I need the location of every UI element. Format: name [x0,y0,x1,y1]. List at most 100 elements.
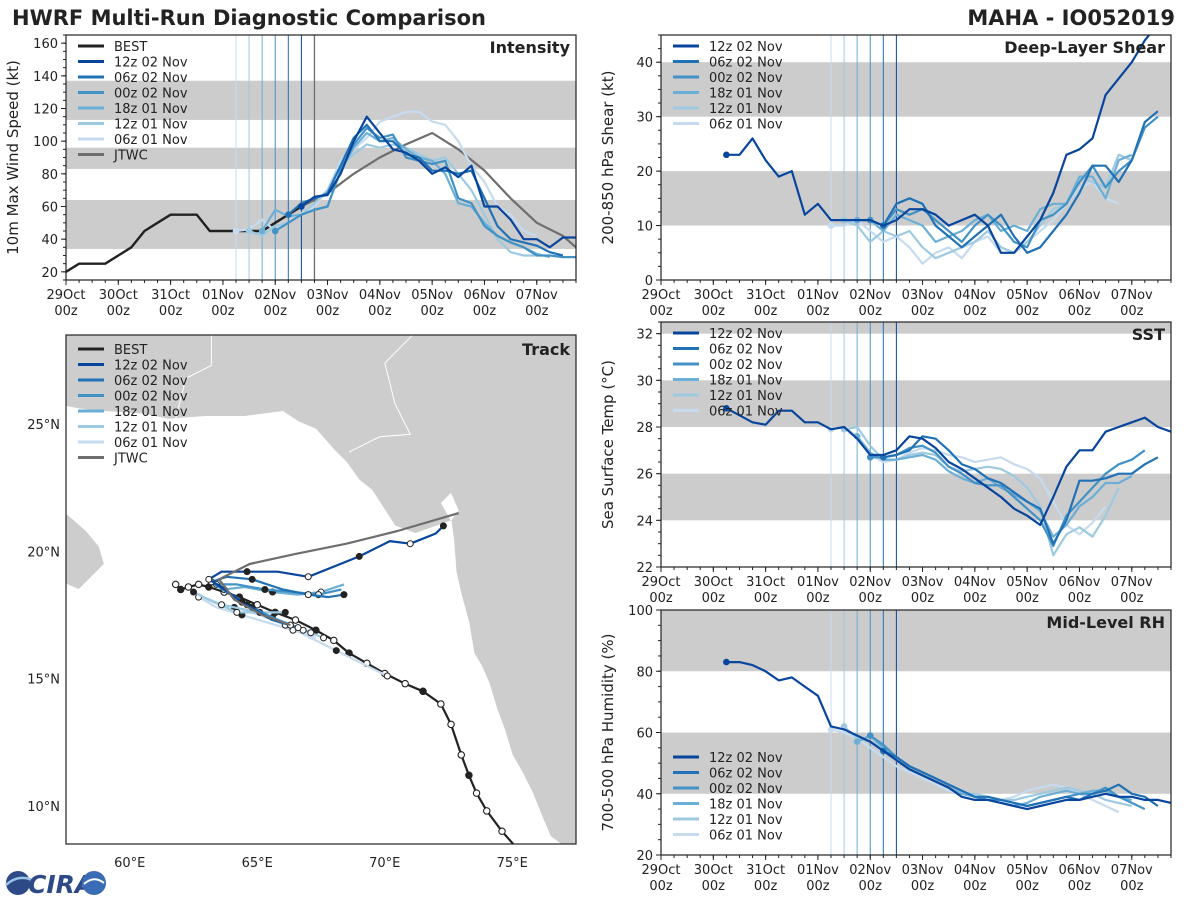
track-series-point [304,591,312,599]
rh-xtick-label: 07Nov 00z [1111,863,1153,894]
sst-xtick-label: 05Nov 00z [1006,575,1048,606]
shear-ytick-label: 0 [645,274,653,289]
intensity-legend-label: 12z 02 Nov [114,56,188,71]
intensity-series-group [66,110,576,273]
rh-xtick-label: 01Nov 00z [797,863,839,894]
shear-ytick-label: 20 [636,165,653,180]
track-legend-label: 00z 02 Nov [114,390,188,405]
sst-xtick-label: 29Oct 00z [641,575,680,606]
shear-series-group [723,35,1159,265]
cira-badge-icon [82,871,106,895]
intensity-ytick-label: 120 [33,103,58,118]
rh-ytick-label: 60 [636,727,653,742]
sst-series-start-point [723,405,730,412]
sst-legend-label: 18z 01 Nov [709,374,783,389]
intensity-ytick-label: 60 [41,201,58,216]
rh-panel: 20 40 60 80 100 29Oct 00z 30Oct 00z 31Oct 00z 01Nov… [599,604,1172,894]
track-best-point [419,687,427,696]
track-best-point [184,583,193,591]
intensity-panel: 20 40 60 80 100 120 140 160 29Oct 00z 30Oct 00z 31Oc… [4,34,577,319]
rh-series-line [882,749,1159,808]
rh-ytick-label: 80 [636,665,653,680]
intensity-xtick-label: 01Nov 00z [202,288,244,319]
intensity-legend-label: 18z 01 Nov [114,102,188,117]
intensity-xtick-label: 02Nov 00z [254,288,296,319]
shear-xtick-label: 07Nov 00z [1111,288,1153,319]
intensity-xtick-label: 29Oct 00z [46,288,85,319]
intensity-series-start-point [298,203,305,210]
sst-xtick-label: 03Nov 00z [902,575,944,606]
rh-series-start-point [866,732,874,739]
rh-xtick-label: 31Oct 00z [746,863,785,894]
sst-series-line [856,435,1133,538]
shear-legend-label: 06z 01 Nov [709,118,783,133]
intensity-series-start-point [245,227,253,235]
intensity-xtick-label: 04Nov 00z [359,288,401,319]
sst-ytick-label: 30 [636,374,653,389]
rh-legend-label: 06z 02 Nov [709,767,783,782]
shear-panel: 0 10 20 30 40 29Oct 00z 30Oct 00z 31Oct 00z 01Nov 00… [599,34,1172,319]
track-series-point [355,552,363,560]
intensity-series-start-point [271,227,279,235]
intensity-legend-label: 00z 02 Nov [114,87,188,102]
cira-badge-wave-icon [83,878,105,885]
track-series-point [383,672,391,680]
sst-axes-frame [660,321,1172,568]
shear-series-start-point [723,151,730,159]
track-series-point [340,591,348,599]
intensity-ytick-label: 160 [33,37,58,52]
intensity-xtick-label: 31Oct 00z [151,288,190,319]
intensity-series-line [287,123,564,257]
intensity-ytick-label: 100 [33,135,58,150]
track-lon-label: 75°E [497,856,528,871]
shear-legend-label: 00z 02 Nov [709,71,783,86]
rh-xtick-label: 06Nov 00z [1059,863,1101,894]
sst-xtick-label: 01Nov 00z [797,575,839,606]
sst-ytick-label: 32 [636,328,653,343]
track-series-point [304,573,312,581]
track-lat-label: 10°N [27,800,60,815]
rh-series-start-point [853,738,861,745]
rh-ylabel: 700-500 hPa Humidity (%) [599,633,617,831]
intensity-legend-label: JTWC [113,149,148,164]
rh-legend-label: 00z 02 Nov [709,782,783,797]
sst-ytick-label: 28 [636,421,653,436]
track-lat-label: 15°N [27,673,60,688]
intensity-xtick-label: 06Nov 00z [464,288,506,319]
intensity-series-start-point [258,227,266,235]
sst-panel: 22 24 26 28 30 32 29Oct 00z 30Oct 00z 31Oct 00z 01No… [599,321,1172,606]
cira-logo: CIRA [5,870,106,899]
shear-series-line [843,153,1133,260]
track-lon-label: 70°E [369,856,400,871]
intensity-xtick-label: 03Nov 00z [307,288,349,319]
shear-series-line [869,115,1159,249]
track-lon-label: 60°E [114,856,145,871]
shear-ytick-label: 10 [636,220,653,235]
sst-threshold-band [661,322,1171,334]
shear-ytick-label: 30 [636,111,653,126]
track-legend-label: 06z 01 Nov [114,436,188,451]
sst-legend-label: 00z 02 Nov [709,358,783,373]
track-series-line [207,525,445,627]
track-series-point [332,647,340,655]
track-panel-title: Track [522,340,570,359]
track-series-point [294,624,302,632]
sst-xtick-label: 30Oct 00z [694,575,733,606]
rh-legend-label: 12z 02 Nov [709,751,783,766]
sst-xtick-label: 02Nov 00z [849,575,891,606]
rh-threshold-band [661,732,1171,794]
track-legend-label: JTWC [113,452,148,467]
intensity-threshold-band [66,80,576,120]
figure-title: HWRF Multi-Run Diagnostic Comparison [12,6,486,30]
shear-xtick-label: 29Oct 00z [641,288,680,319]
track-lon-label: 65°E [242,856,273,871]
rh-xtick-label: 30Oct 00z [694,863,733,894]
intensity-xtick-label: 05Nov 00z [411,288,453,319]
rh-threshold-band [661,610,1171,672]
intensity-legend-label: 12z 01 Nov [114,118,188,133]
shear-xtick-label: 30Oct 00z [694,288,733,319]
track-best-point [291,616,300,624]
intensity-series-line [300,115,576,249]
track-best-point [329,636,338,645]
